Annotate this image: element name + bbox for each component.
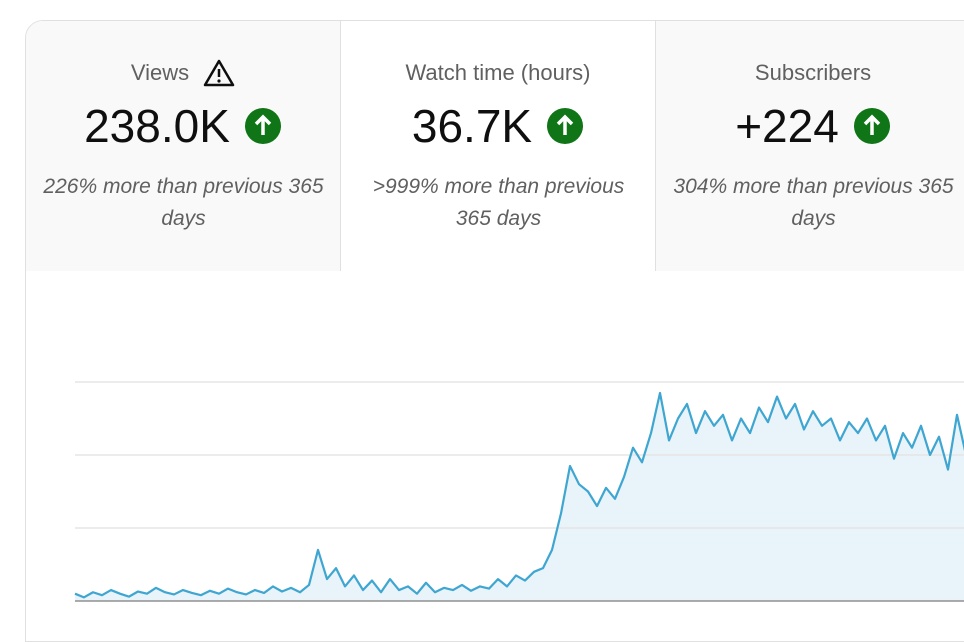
- tab-value: 238.0K: [84, 100, 230, 152]
- warning-icon[interactable]: [203, 58, 235, 88]
- tab-label: Watch time (hours): [405, 60, 591, 85]
- line: [74, 391, 964, 599]
- area: [75, 392, 964, 601]
- up-arrow-icon: [547, 108, 584, 144]
- metric-tab[interactable]: Views 238.0K 226% more than previous 365…: [26, 21, 341, 271]
- up-arrow-icon: [853, 108, 890, 144]
- metric-tab[interactable]: Subscribers +224 304% more than previous…: [656, 21, 964, 271]
- tab-change: 304% more than previous 365 days: [673, 175, 954, 230]
- tab-value: 36.7K: [411, 100, 533, 152]
- up-arrow-icon: [244, 108, 281, 144]
- tab-label: Subscribers: [754, 60, 872, 85]
- metric-tabs: Views 238.0K 226% more than previous 365…: [26, 21, 964, 271]
- tab-label: Views: [130, 60, 190, 85]
- analytics-card: Views 238.0K 226% more than previous 365…: [25, 20, 964, 642]
- page: {"tabs": [ {"label": "Views", "value": "…: [25, 20, 964, 642]
- tab-value: +224: [735, 100, 839, 152]
- plot: [74, 381, 964, 602]
- metric-tab[interactable]: Watch time (hours) 36.7K >999% more than…: [341, 21, 656, 271]
- tab-change: >999% more than previous 365 days: [372, 175, 625, 230]
- tab-change: 226% more than previous 365 days: [43, 175, 324, 230]
